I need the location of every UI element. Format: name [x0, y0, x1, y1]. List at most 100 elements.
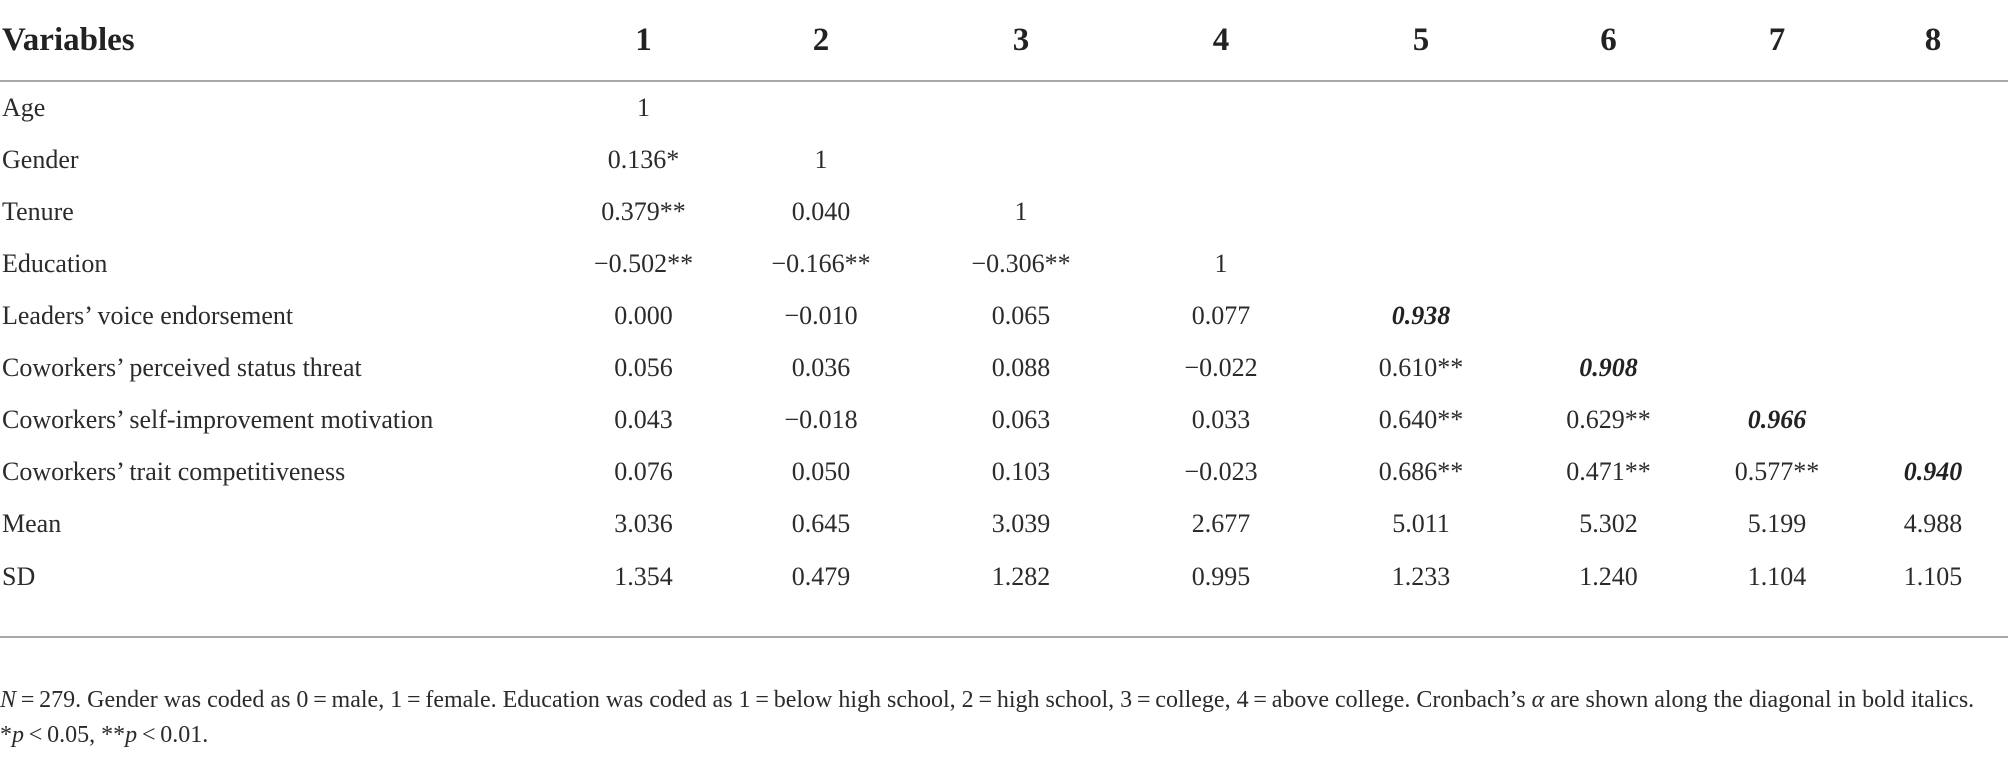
table-cell: 1.240 — [1521, 550, 1696, 638]
table-cell: 1.282 — [921, 550, 1121, 638]
table-cell: 0.056 — [614, 353, 673, 382]
table-cell — [1858, 186, 2008, 238]
table-cell — [1121, 134, 1321, 186]
table-cell — [1696, 81, 1858, 134]
footnote-text-sample: = 279. Gender was coded as 0 = male, 1 =… — [16, 687, 1532, 713]
table-cell: 0.471** — [1566, 457, 1651, 486]
table-cell — [1521, 238, 1696, 290]
table-cell: 1 — [814, 145, 828, 174]
table-cell: −0.502** — [593, 249, 694, 278]
footnote-text-p01: < 0.01. — [137, 722, 209, 748]
table-cell: 5.302 — [1579, 509, 1638, 538]
table-cell: 0.629** — [1566, 405, 1651, 434]
row-label: Coworkers’ self-improvement motivation — [2, 405, 434, 434]
table-cell — [1858, 81, 2008, 134]
column-header-7: 7 — [1696, 0, 1858, 82]
table-row: Age 1 — [0, 81, 2008, 134]
table-row: Education −0.502** −0.166** −0.306** 1 — [0, 238, 2008, 290]
table-footnote: N = 279. Gender was coded as 0 = male, 1… — [0, 683, 2004, 753]
table-cell: 0.077 — [1191, 301, 1251, 330]
table-cell — [1858, 394, 2008, 446]
table-cell: 0.610** — [1378, 353, 1464, 382]
table-cell: 1 — [637, 93, 650, 122]
column-header-3: 3 — [921, 0, 1121, 82]
table-cell: 5.199 — [1747, 509, 1807, 538]
table-cell — [1321, 81, 1521, 134]
table-cell: 1.233 — [1321, 550, 1521, 638]
table-cell: 0.479 — [721, 550, 921, 638]
row-label: Coworkers’ perceived status threat — [2, 353, 362, 382]
table-cell: 3.039 — [991, 509, 1051, 538]
table-cell: 0.136* — [607, 145, 680, 174]
row-label: Coworkers’ trait competitiveness — [2, 457, 346, 486]
row-label: Age — [2, 93, 46, 122]
row-label: SD — [0, 550, 566, 638]
column-header-4: 4 — [1121, 0, 1321, 82]
table-cell — [1696, 134, 1858, 186]
alpha-symbol: α — [1531, 687, 1545, 713]
table-cell: 0.088 — [991, 353, 1051, 382]
table-cell: 0.995 — [1121, 550, 1321, 638]
column-header-variables: Variables — [0, 0, 566, 82]
table-cell — [921, 81, 1121, 134]
table-cell: 0.036 — [791, 353, 851, 382]
row-label: Leaders’ voice endorsement — [2, 301, 294, 330]
table-cell: 1 — [1014, 197, 1028, 226]
table-cell — [1858, 290, 2008, 342]
column-header-6: 6 — [1521, 0, 1696, 82]
table-cell — [1521, 81, 1696, 134]
table-cell — [1321, 134, 1521, 186]
table-row: Coworkers’ trait competitiveness 0.076 0… — [0, 446, 2008, 498]
table-cell: 0.640** — [1378, 405, 1464, 434]
table-cell: 1 — [1214, 249, 1228, 278]
table-cell: 1.104 — [1696, 550, 1858, 638]
table-cell: 2.677 — [1191, 509, 1251, 538]
n-symbol: N — [0, 687, 17, 713]
table-cell — [1696, 238, 1858, 290]
table-cell — [1321, 186, 1521, 238]
table-row: Coworkers’ self-improvement motivation 0… — [0, 394, 2008, 446]
table-cell: −0.166** — [771, 249, 871, 278]
table-header-row: Variables 1 2 3 4 5 6 7 8 — [0, 0, 2008, 82]
table-cell: 3.036 — [614, 509, 673, 538]
row-label: Education — [2, 249, 108, 278]
table-cell — [1121, 186, 1321, 238]
table-cell: 0.000 — [614, 301, 673, 330]
reliability-cell: 0.908 — [1579, 353, 1638, 382]
table-row: SD 1.354 0.479 1.282 0.995 1.233 1.240 1… — [0, 550, 2008, 638]
table-cell — [1521, 186, 1696, 238]
table-cell: −0.010 — [784, 301, 858, 330]
table-cell — [1121, 81, 1321, 134]
table-cell: 0.645 — [791, 509, 851, 538]
table-row: Gender 0.136* 1 — [0, 134, 2008, 186]
table-cell: 0.033 — [1191, 405, 1251, 434]
table-cell: 0.076 — [614, 457, 673, 486]
row-label: Gender — [2, 145, 79, 174]
table-cell — [1521, 290, 1696, 342]
table-row: Tenure 0.379** 0.040 1 — [0, 186, 2008, 238]
row-label: Tenure — [2, 197, 74, 226]
table-cell: 0.050 — [791, 457, 851, 486]
table-cell: 0.040 — [791, 197, 851, 226]
column-header-2: 2 — [721, 0, 921, 82]
table-cell: 1.354 — [566, 550, 721, 638]
table-cell: 0.043 — [614, 405, 673, 434]
table-row: Coworkers’ perceived status threat 0.056… — [0, 342, 2008, 394]
table-cell: −0.306** — [971, 249, 1071, 278]
table-cell — [921, 134, 1121, 186]
row-label: Mean — [2, 509, 62, 538]
table-cell — [1858, 238, 2008, 290]
table-cell — [1858, 134, 2008, 186]
table-cell: 1.105 — [1858, 550, 2008, 638]
p-symbol: p — [125, 722, 138, 748]
table-cell — [1696, 186, 1858, 238]
table-cell: 0.686** — [1378, 457, 1464, 486]
table-cell: 0.063 — [991, 405, 1051, 434]
table-cell — [1696, 342, 1858, 394]
table-cell — [1696, 290, 1858, 342]
table-cell: −0.018 — [784, 405, 858, 434]
table-row: Mean 3.036 0.645 3.039 2.677 5.011 5.302… — [0, 498, 2008, 550]
table-cell — [1521, 134, 1696, 186]
footnote-text-alpha: are shown along the diagonal in bold ita… — [0, 687, 1975, 748]
table-cell: 0.379** — [601, 197, 686, 226]
